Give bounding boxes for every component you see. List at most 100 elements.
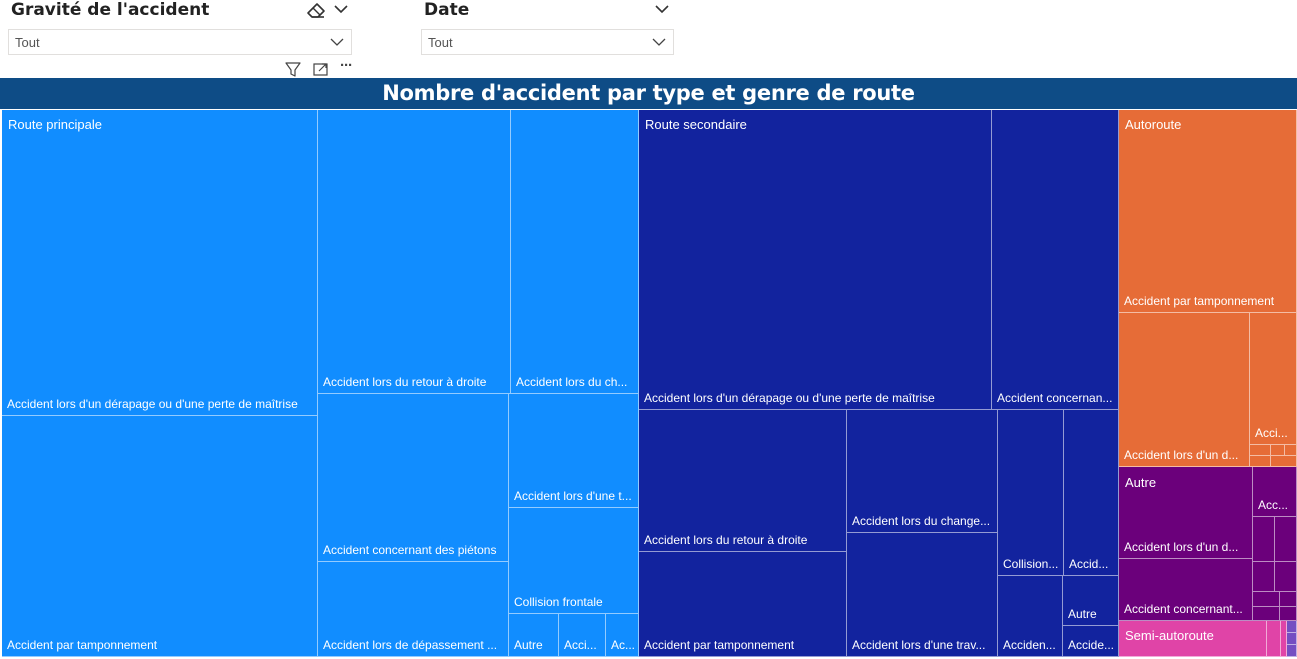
chevron-down-icon	[652, 38, 666, 46]
tile-label: Accident lors de dépassement ...	[323, 638, 498, 652]
tile-label: Accid...	[1069, 557, 1109, 571]
treemap-tile[interactable]: Acc...	[1253, 467, 1297, 517]
treemap-tile[interactable]: Accident lors d'un d...	[1119, 313, 1250, 467]
treemap-tile[interactable]: Acci...	[1250, 313, 1297, 445]
treemap-tile[interactable]	[1250, 445, 1271, 456]
treemap-tile[interactable]: Accide...	[1063, 626, 1119, 657]
treemap-tile[interactable]: Ac...	[606, 614, 639, 657]
tile-label: Accident par tamponnement	[1124, 294, 1275, 308]
treemap-chart: Accident lors d'un dérapage ou d'une per…	[2, 110, 1297, 657]
treemap-tile[interactable]: Accident lors d'une trav...	[847, 533, 998, 657]
group-label: Autre	[1125, 475, 1157, 490]
tile-label: Collision frontale	[514, 595, 603, 609]
tile-label: Ac...	[611, 638, 635, 652]
visual-toolbar: ···	[282, 57, 362, 80]
treemap-tile[interactable]	[1287, 645, 1297, 657]
date-selected-value: Tout	[428, 35, 453, 50]
treemap-tile[interactable]: Accident lors d'un d...	[1119, 467, 1253, 559]
slicer-title: Date	[424, 0, 470, 20]
treemap-tile[interactable]	[1275, 517, 1297, 562]
treemap-tile[interactable]	[1267, 621, 1281, 657]
treemap-tile[interactable]	[1253, 562, 1275, 592]
treemap-tile[interactable]: Autre	[509, 614, 559, 657]
tile-label: Collision...	[1003, 557, 1059, 571]
treemap-tile[interactable]: Accident par tamponnement	[639, 552, 847, 657]
tile-label: Accident lors d'un dérapage ou d'une per…	[7, 397, 298, 411]
treemap-tile[interactable]	[1280, 592, 1297, 607]
treemap-tile[interactable]: Acci...	[559, 614, 606, 657]
filter-icon[interactable]	[284, 61, 302, 78]
tile-label: Accident lors du retour à droite	[644, 533, 808, 547]
date-dropdown[interactable]: Tout	[421, 29, 674, 55]
treemap-tile[interactable]: Accident concernant des piétons	[318, 394, 509, 562]
treemap-tile[interactable]: Accident lors du retour à droite	[318, 110, 511, 394]
tile-label: Accident concernant...	[1124, 602, 1243, 616]
group-label: Route secondaire	[645, 117, 747, 132]
group-label: Autoroute	[1125, 117, 1182, 132]
tile-label: Accident par tamponnement	[7, 638, 158, 652]
tile-label: Accident concernan...	[997, 391, 1113, 405]
tile-label: Acc...	[1258, 498, 1289, 512]
treemap-tile[interactable]: Collision frontale	[509, 508, 639, 614]
treemap-tile[interactable]	[1271, 445, 1285, 456]
chevron-down-icon	[330, 38, 344, 46]
focus-mode-icon[interactable]	[312, 61, 330, 78]
chevron-down-icon[interactable]	[655, 5, 669, 14]
treemap-tile[interactable]	[1285, 445, 1297, 456]
tile-label: Accident lors d'un dérapage ou d'une per…	[644, 391, 935, 405]
treemap-tile[interactable]	[1287, 621, 1297, 633]
treemap-tile[interactable]	[1281, 621, 1287, 657]
tile-label: Accident lors d'un d...	[1124, 540, 1239, 554]
tile-label: Accident lors d'une trav...	[852, 638, 986, 652]
treemap-tile[interactable]	[1275, 562, 1297, 592]
more-options-icon[interactable]: ···	[340, 57, 353, 74]
treemap-tile[interactable]: Accident par tamponnement	[2, 416, 318, 657]
chart-header: Nombre d'accident par type et genre de r…	[0, 78, 1297, 109]
treemap-tile[interactable]: Accident lors d'un dérapage ou d'une per…	[2, 110, 318, 416]
eraser-icon[interactable]	[305, 0, 327, 20]
tile-label: Accident lors du change...	[852, 514, 991, 528]
chart-title: Nombre d'accident par type et genre de r…	[382, 81, 915, 105]
tile-label: Autre	[514, 638, 543, 652]
treemap-tile[interactable]: Collision...	[998, 410, 1064, 576]
treemap-tile[interactable]	[1253, 592, 1280, 607]
slicer-date: Date Tout	[418, 0, 676, 58]
treemap-tile[interactable]: Accident lors du change...	[847, 410, 998, 533]
treemap-tile[interactable]	[1253, 517, 1275, 562]
tile-label: Acciden...	[1003, 638, 1056, 652]
treemap-tile[interactable]	[1119, 621, 1267, 657]
tile-label: Accide...	[1068, 638, 1115, 652]
tile-label: Accident lors d'une t...	[514, 489, 632, 503]
treemap-tile[interactable]: Accident lors d'une t...	[509, 394, 639, 508]
gravite-dropdown[interactable]: Tout	[8, 29, 352, 55]
chevron-down-icon[interactable]	[334, 5, 348, 14]
gravite-selected-value: Tout	[15, 35, 40, 50]
treemap-tile[interactable]: Accident lors d'un dérapage ou d'une per…	[639, 110, 992, 410]
treemap-tile[interactable]	[1287, 633, 1297, 645]
slicer-gravite: Gravité de l'accident Tout	[5, 0, 361, 58]
treemap-tile[interactable]	[1280, 607, 1297, 621]
tile-label: Accident par tamponnement	[644, 638, 795, 652]
treemap-tile[interactable]	[1253, 607, 1280, 621]
tile-label: Autre	[1068, 607, 1097, 621]
group-label: Route principale	[8, 117, 102, 132]
treemap-tile[interactable]: Acciden...	[998, 576, 1063, 657]
treemap-tile[interactable]: Accident concernant...	[1119, 559, 1253, 621]
treemap-tile[interactable]: Accid...	[1064, 410, 1119, 576]
treemap-tile[interactable]	[1271, 456, 1297, 467]
treemap-tile[interactable]: Autre	[1063, 576, 1119, 626]
tile-label: Accident lors du retour à droite	[323, 375, 487, 389]
treemap-tile[interactable]	[1250, 456, 1271, 467]
treemap-tile[interactable]: Accident concernan...	[992, 110, 1119, 410]
tile-label: Acci...	[564, 638, 597, 652]
tile-label: Accident concernant des piétons	[323, 543, 497, 557]
tile-label: Accident lors du ch...	[516, 375, 628, 389]
tile-label: Acci...	[1255, 426, 1288, 440]
treemap-tile[interactable]: Accident lors de dépassement ...	[318, 562, 509, 657]
group-label: Semi-autoroute	[1125, 628, 1214, 643]
treemap-tile[interactable]: Accident lors du retour à droite	[639, 410, 847, 552]
treemap-tile[interactable]: Accident par tamponnement	[1119, 110, 1297, 313]
treemap-tile[interactable]: Accident lors du ch...	[511, 110, 639, 394]
tile-label: Accident lors d'un d...	[1124, 448, 1239, 462]
slicer-title: Gravité de l'accident	[11, 0, 210, 20]
